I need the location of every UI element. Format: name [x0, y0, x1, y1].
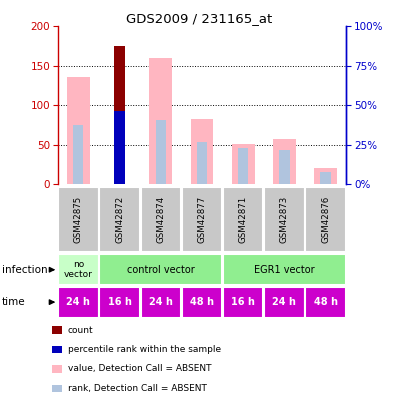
Bar [73, 125, 84, 184]
Text: count: count [68, 326, 93, 335]
Bar [100, 287, 140, 318]
Bar [58, 254, 99, 285]
Bar [100, 254, 222, 285]
Bar [232, 144, 255, 184]
Bar [114, 46, 125, 184]
Text: GSM42871: GSM42871 [239, 196, 248, 243]
Bar [223, 287, 263, 318]
Bar [58, 287, 99, 318]
Text: GSM42877: GSM42877 [197, 196, 207, 243]
Text: 48 h: 48 h [314, 297, 338, 307]
Text: 24 h: 24 h [149, 297, 173, 307]
Text: infection: infection [2, 265, 48, 275]
Bar [156, 120, 166, 184]
Text: time: time [2, 297, 25, 307]
Bar [182, 187, 222, 252]
Text: control vector: control vector [127, 265, 195, 275]
Text: GSM42875: GSM42875 [74, 196, 83, 243]
Bar [182, 287, 222, 318]
Bar [273, 139, 296, 184]
Text: no
vector: no vector [64, 260, 93, 279]
Text: GSM42873: GSM42873 [280, 196, 289, 243]
Bar [67, 77, 90, 184]
Bar [320, 173, 331, 184]
Bar [314, 168, 337, 184]
Text: percentile rank within the sample: percentile rank within the sample [68, 345, 221, 354]
Bar [197, 143, 207, 184]
Bar [114, 111, 125, 184]
Text: 48 h: 48 h [190, 297, 214, 307]
Text: GSM42874: GSM42874 [156, 196, 165, 243]
Text: 16 h: 16 h [107, 297, 131, 307]
Bar [149, 58, 172, 184]
Text: 16 h: 16 h [231, 297, 255, 307]
Bar [58, 187, 99, 252]
Bar [140, 187, 181, 252]
Bar [264, 187, 304, 252]
Text: rank, Detection Call = ABSENT: rank, Detection Call = ABSENT [68, 384, 207, 393]
Bar [264, 287, 304, 318]
Bar [305, 287, 346, 318]
Bar [100, 187, 140, 252]
Text: GSM42872: GSM42872 [115, 196, 124, 243]
Bar [191, 119, 213, 184]
Text: 24 h: 24 h [273, 297, 297, 307]
Text: GDS2009 / 231165_at: GDS2009 / 231165_at [126, 12, 272, 25]
Bar [223, 187, 263, 252]
Text: EGR1 vector: EGR1 vector [254, 265, 315, 275]
Bar [305, 187, 346, 252]
Bar [140, 287, 181, 318]
Text: value, Detection Call = ABSENT: value, Detection Call = ABSENT [68, 364, 211, 373]
Bar [223, 254, 346, 285]
Bar [238, 148, 248, 184]
Bar [279, 150, 290, 184]
Text: GSM42876: GSM42876 [321, 196, 330, 243]
Text: 24 h: 24 h [66, 297, 90, 307]
